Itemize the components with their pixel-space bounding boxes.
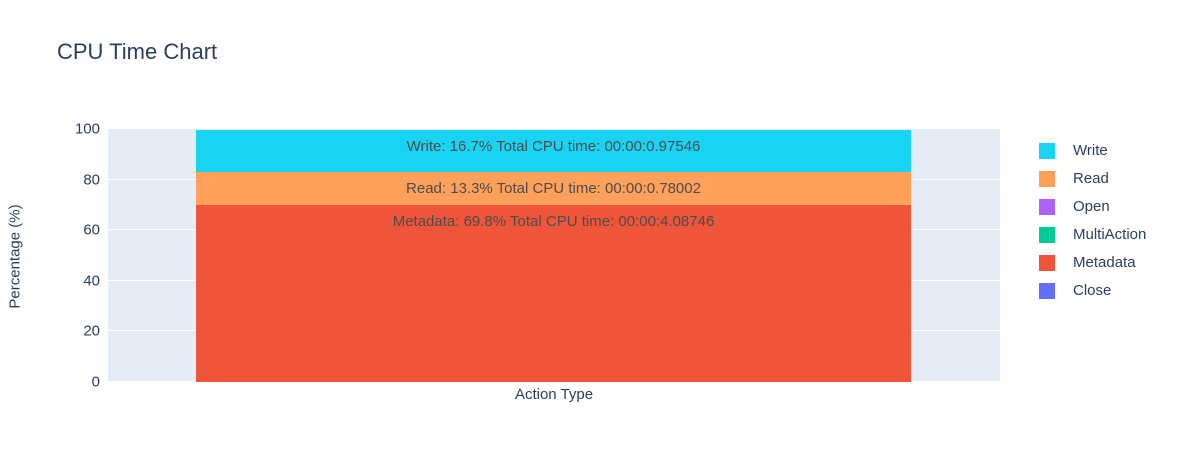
- legend-item-open[interactable]: Open: [1039, 198, 1146, 215]
- legend-swatch: [1039, 170, 1055, 187]
- y-tick-label: 80: [83, 171, 100, 189]
- y-tick-label: 100: [74, 120, 100, 138]
- legend-label: Open: [1073, 198, 1110, 215]
- y-tick-label: 20: [83, 322, 100, 340]
- y-tick-label: 40: [83, 272, 100, 290]
- y-axis-tick-labels: 0 20 40 60 80 100: [50, 122, 100, 390]
- legend-swatch: [1039, 226, 1055, 243]
- bar-segment-label: Read: 13.3% Total CPU time: 00:00:0.7800…: [406, 179, 701, 197]
- legend-item-metadata[interactable]: Metadata: [1039, 254, 1146, 271]
- bar-segment-read[interactable]: Read: 13.3% Total CPU time: 00:00:0.7800…: [196, 171, 911, 206]
- y-axis-title: Percentage (%): [6, 204, 24, 309]
- bar-segment-label: Metadata: 69.8% Total CPU time: 00:00:4.…: [392, 213, 715, 231]
- legend-swatch: [1039, 254, 1055, 271]
- legend-label: Write: [1073, 142, 1108, 159]
- legend: Write Read Open MultiAction Metadata Close: [1039, 142, 1146, 310]
- y-tick-label: 60: [83, 221, 100, 239]
- legend-item-write[interactable]: Write: [1039, 142, 1146, 159]
- legend-item-close[interactable]: Close: [1039, 282, 1146, 299]
- legend-label: Close: [1073, 282, 1112, 299]
- legend-swatch: [1039, 142, 1055, 159]
- legend-label: MultiAction: [1073, 226, 1147, 243]
- bar-segment-label: Write: 16.7% Total CPU time: 00:00:0.975…: [406, 137, 701, 155]
- bar-segment-write[interactable]: Write: 16.7% Total CPU time: 00:00:0.975…: [196, 129, 911, 172]
- bar-segment-metadata[interactable]: Metadata: 69.8% Total CPU time: 00:00:4.…: [196, 205, 911, 382]
- legend-label: Read: [1073, 170, 1109, 187]
- gridline: [108, 128, 1000, 129]
- legend-swatch: [1039, 198, 1055, 215]
- stacked-bar[interactable]: Metadata: 69.8% Total CPU time: 00:00:4.…: [196, 129, 911, 382]
- x-axis-title: Action Type: [514, 386, 594, 403]
- legend-swatch: [1039, 282, 1055, 299]
- chart-title: CPU Time Chart: [57, 39, 218, 64]
- legend-label: Metadata: [1073, 254, 1136, 271]
- legend-item-multiaction[interactable]: MultiAction: [1039, 226, 1146, 243]
- plot-area: Metadata: 69.8% Total CPU time: 00:00:4.…: [108, 128, 1000, 382]
- legend-item-read[interactable]: Read: [1039, 170, 1146, 187]
- y-tick-label: 0: [91, 373, 100, 391]
